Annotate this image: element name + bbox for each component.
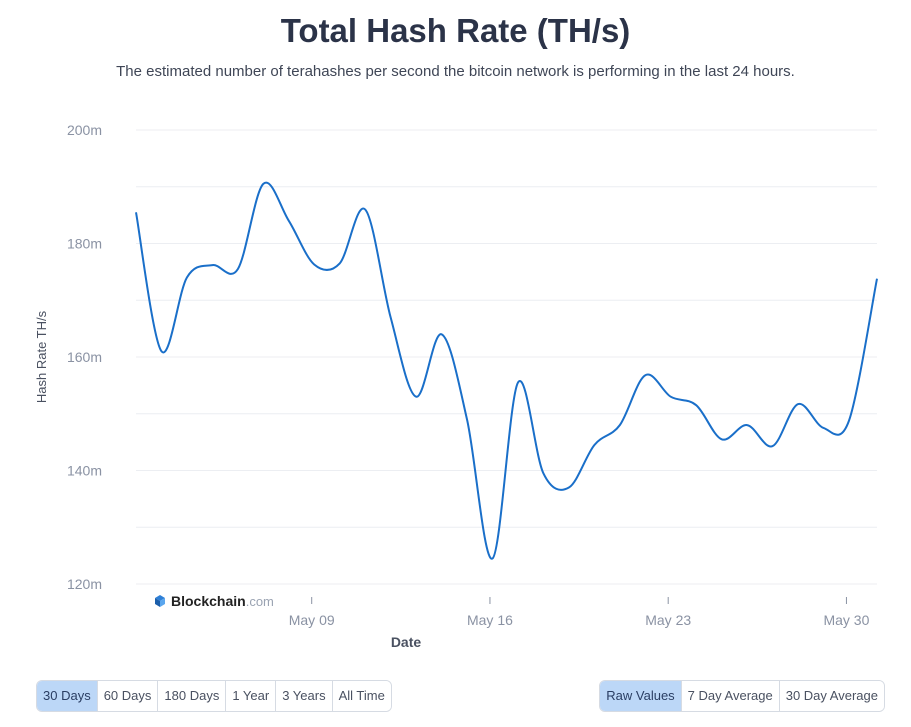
y-axis-label: Hash Rate TH/s xyxy=(34,310,49,403)
watermark-brand: Blockchain xyxy=(171,593,246,609)
y-tick-label: 200m xyxy=(67,122,102,138)
range-button-group: 30 Days 60 Days 180 Days 1 Year 3 Years All T… xyxy=(36,680,392,712)
y-tick-label: 180m xyxy=(67,236,102,252)
smoothing-7-day-average-button[interactable]: 7 Day Average xyxy=(681,681,780,711)
range-180-days-button[interactable]: 180 Days xyxy=(158,681,227,711)
x-tick-label: May 30 xyxy=(823,612,869,628)
smoothing-30-day-average-button[interactable]: 30 Day Average xyxy=(779,681,884,711)
y-tick-label: 140m xyxy=(67,463,102,479)
range-3-years-button[interactable]: 3 Years xyxy=(276,681,333,711)
y-tick-label: 120m xyxy=(67,576,102,592)
x-tick-label: May 16 xyxy=(467,612,513,628)
x-axis-ticks: May 09 May 16 May 23 May 30 xyxy=(289,597,870,628)
range-all-time-button[interactable]: All Time xyxy=(332,681,391,711)
series-line xyxy=(135,181,878,560)
watermark-suffix: .com xyxy=(246,594,274,609)
x-tick-label: May 23 xyxy=(645,612,691,628)
range-60-days-button[interactable]: 60 Days xyxy=(97,681,159,711)
blockchain-watermark: Blockchain.com xyxy=(155,593,274,609)
smoothing-raw-values-button[interactable]: Raw Values xyxy=(600,681,682,711)
range-30-days-button[interactable]: 30 Days xyxy=(37,681,98,711)
grid-lines xyxy=(136,129,877,585)
chart-subtitle: The estimated number of terahashes per s… xyxy=(116,63,795,80)
y-tick-label: 160m xyxy=(67,349,102,365)
x-axis-label: Date xyxy=(391,634,422,650)
svg-text:Blockchain.com: Blockchain.com xyxy=(171,593,274,609)
range-1-year-button[interactable]: 1 Year xyxy=(226,681,277,711)
smoothing-button-group: Raw Values 7 Day Average 30 Day Average xyxy=(599,680,885,712)
chart-title: Total Hash Rate (TH/s) xyxy=(280,12,631,49)
x-tick-label: May 09 xyxy=(289,612,335,628)
blockchain-logo-icon xyxy=(155,595,165,607)
y-axis-ticks: 120m 140m 160m 180m 200m xyxy=(67,122,102,592)
